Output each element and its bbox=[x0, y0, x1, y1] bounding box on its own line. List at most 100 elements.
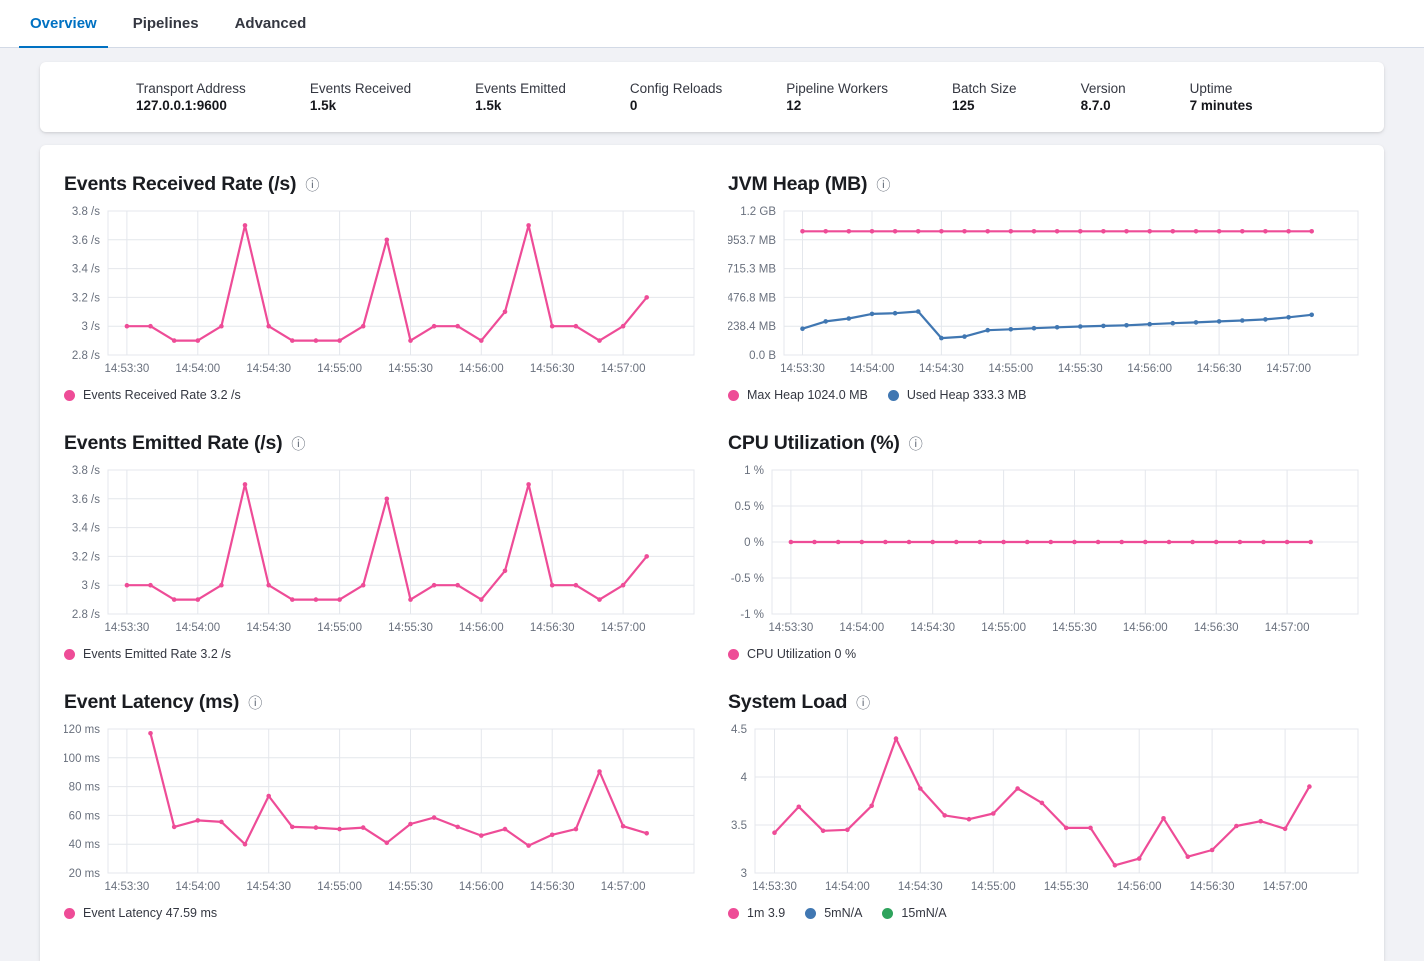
y-axis-tick-label: 2.8 /s bbox=[72, 350, 100, 362]
plot-svg: 0.0 B 238.4 MB 476.8 MB 715.3 MB 953.7 MB 1.2… bbox=[728, 206, 1359, 375]
axis-labels: -1 % -0.5 % 0 % 0.5 % 1 % 14:53:30 14:54:00 14:… bbox=[731, 465, 1310, 634]
legend-label: Event Latency 47.59 ms bbox=[83, 906, 218, 920]
chart-title: System Load bbox=[728, 690, 848, 713]
tab-advanced[interactable]: Advanced bbox=[234, 15, 307, 32]
legend-label: CPU Utilization 0 % bbox=[747, 647, 857, 661]
tab-bar: Overview Pipelines Advanced bbox=[0, 0, 1424, 48]
y-axis-tick-label: 3.5 bbox=[731, 820, 747, 832]
plot-svg: 2.8 /s 3 /s 3.2 /s 3.4 /s 3.6 /s 3.8 /s 14:53:… bbox=[72, 465, 695, 634]
chart-legend: Max Heap 1024.0 MB Used Heap 333.3 MB bbox=[728, 386, 1360, 404]
legend-dot bbox=[64, 648, 75, 660]
x-axis-tick-label: 14:57:00 bbox=[601, 881, 646, 893]
legend-dot bbox=[728, 648, 739, 660]
chart-title: JVM Heap (MB) bbox=[728, 172, 868, 195]
legend-item: Event Latency 47.59 ms bbox=[64, 906, 217, 920]
y-axis-tick-label: 715.3 MB bbox=[728, 264, 776, 276]
chart-title: Event Latency (ms) bbox=[64, 690, 240, 713]
x-axis-tick-label: 14:53:30 bbox=[105, 622, 150, 634]
x-axis-tick-label: 14:57:00 bbox=[601, 363, 646, 375]
y-axis-tick-label: 3.8 /s bbox=[72, 206, 100, 218]
x-axis-tick-label: 14:55:30 bbox=[388, 622, 433, 634]
y-axis-tick-label: 1 % bbox=[744, 465, 764, 477]
grid bbox=[107, 728, 695, 874]
info-icon[interactable]: ⓘ bbox=[856, 695, 871, 711]
stat-events-received: Events Received 1.5k bbox=[310, 80, 411, 115]
stat-value: 12 bbox=[786, 97, 802, 113]
y-axis-tick-label: -1 % bbox=[740, 609, 764, 621]
legend-label: 1m 3.9 bbox=[747, 906, 786, 920]
tab-overview[interactable]: Overview bbox=[19, 0, 108, 48]
legend-item: Max Heap 1024.0 MB bbox=[728, 388, 868, 402]
x-axis-tick-label: 14:53:30 bbox=[105, 363, 150, 375]
stat-config-reloads: Config Reloads 0 bbox=[630, 80, 722, 115]
stat-value: 0 bbox=[629, 97, 638, 113]
y-axis-tick-label: 476.8 MB bbox=[728, 292, 776, 304]
grid bbox=[783, 210, 1359, 356]
info-icon[interactable]: ⓘ bbox=[908, 436, 923, 452]
y-axis-tick-label: 953.7 MB bbox=[728, 235, 776, 247]
x-axis-tick-label: 14:54:30 bbox=[910, 622, 955, 634]
stat-version: Version 8.7.0 bbox=[1081, 80, 1126, 115]
legend-item: Events Received Rate 3.2 /s bbox=[64, 388, 241, 402]
x-axis-tick-label: 14:55:00 bbox=[317, 622, 362, 634]
plot-svg: 20 ms 40 ms 60 ms 80 ms 100 ms 120 ms 14:53:30… bbox=[64, 724, 695, 893]
y-axis-tick-label: 3.4 /s bbox=[72, 523, 100, 535]
plot-svg: 2.8 /s 3 /s 3.2 /s 3.4 /s 3.6 /s 3.8 /s 14:53:… bbox=[72, 206, 695, 375]
x-axis-tick-label: 14:57:00 bbox=[1263, 881, 1308, 893]
chart-legend: Events Received Rate 3.2 /s bbox=[64, 386, 696, 404]
tab-pipelines[interactable]: Pipelines bbox=[132, 15, 199, 32]
info-icon[interactable]: ⓘ bbox=[291, 436, 306, 452]
info-icon[interactable]: ⓘ bbox=[876, 177, 891, 193]
series-event-latency bbox=[148, 731, 649, 848]
stat-value: 1.5k bbox=[475, 97, 502, 113]
charts-panel: Events Received Rate (/s) ⓘ 2.8 /s 3 /s 3.… bbox=[40, 145, 1384, 961]
axis-labels: 3 3.5 4 4.5 14:53:30 14:54:00 14:54:30 14:55:00… bbox=[731, 724, 1307, 893]
series-events-emitted-rate bbox=[124, 482, 649, 602]
y-axis-tick-label: 3.4 /s bbox=[72, 264, 100, 276]
x-axis-tick-label: 14:56:30 bbox=[1190, 881, 1235, 893]
chart-plot: -1 % -0.5 % 0 % 0.5 % 1 % 14:53:30 14:54:00 14:… bbox=[728, 462, 1360, 640]
legend-dot bbox=[805, 907, 817, 919]
stat-value: 1.5k bbox=[309, 97, 337, 113]
y-axis-tick-label: 3.6 /s bbox=[72, 494, 100, 506]
chart-legend: CPU Utilization 0 % bbox=[728, 645, 1360, 663]
x-axis-tick-label: 14:54:00 bbox=[839, 622, 884, 634]
info-icon[interactable]: ⓘ bbox=[305, 177, 320, 193]
x-axis-tick-label: 14:56:00 bbox=[1117, 881, 1162, 893]
x-axis-tick-label: 14:53:30 bbox=[752, 881, 797, 893]
x-axis-tick-label: 14:56:30 bbox=[530, 881, 575, 893]
x-axis-tick-label: 14:55:30 bbox=[388, 363, 433, 375]
x-axis-tick-label: 14:55:00 bbox=[988, 363, 1033, 375]
stat-batch-size: Batch Size 125 bbox=[952, 80, 1017, 115]
info-icon[interactable]: ⓘ bbox=[248, 695, 263, 711]
x-axis-tick-label: 14:56:30 bbox=[1194, 622, 1239, 634]
chart-plot: 2.8 /s 3 /s 3.2 /s 3.4 /s 3.6 /s 3.8 /s 14:53:… bbox=[64, 203, 696, 381]
content-area: Transport Address 127.0.0.1:9600 Events … bbox=[0, 48, 1424, 961]
x-axis-tick-label: 14:54:00 bbox=[850, 363, 895, 375]
legend-label: 5mN/A bbox=[824, 906, 863, 920]
x-axis-tick-label: 14:55:30 bbox=[1052, 622, 1097, 634]
stat-label: Version bbox=[1080, 80, 1126, 96]
legend-dot bbox=[887, 389, 899, 401]
stat-transport-address: Transport Address 127.0.0.1:9600 bbox=[136, 80, 246, 115]
chart-plot: 2.8 /s 3 /s 3.2 /s 3.4 /s 3.6 /s 3.8 /s 14:53:… bbox=[64, 462, 696, 640]
stat-value: 7 minutes bbox=[1189, 97, 1253, 113]
legend-item: Used Heap 333.3 MB bbox=[887, 388, 1026, 402]
x-axis-tick-label: 14:54:00 bbox=[175, 363, 220, 375]
x-axis-tick-label: 14:56:00 bbox=[459, 881, 504, 893]
x-axis-tick-label: 14:55:30 bbox=[1058, 363, 1103, 375]
stat-events-emitted: Events Emitted 1.5k bbox=[475, 80, 566, 115]
y-axis-tick-label: 120 ms bbox=[64, 724, 100, 736]
legend-item: CPU Utilization 0 % bbox=[728, 647, 856, 661]
legend-label: Events Emitted Rate 3.2 /s bbox=[83, 647, 231, 661]
stat-value: 127.0.0.1:9600 bbox=[136, 97, 227, 113]
x-axis-tick-label: 14:56:00 bbox=[1127, 363, 1172, 375]
x-axis-tick-label: 14:56:00 bbox=[1123, 622, 1168, 634]
y-axis-tick-label: 40 ms bbox=[69, 839, 101, 851]
axis-labels: 2.8 /s 3 /s 3.2 /s 3.4 /s 3.6 /s 3.8 /s 14:53:… bbox=[72, 206, 646, 375]
x-axis-tick-label: 14:54:30 bbox=[246, 622, 291, 634]
stat-label: Events Received bbox=[309, 80, 412, 96]
axis-labels: 2.8 /s 3 /s 3.2 /s 3.4 /s 3.6 /s 3.8 /s 14:53:… bbox=[72, 465, 646, 634]
legend-dot bbox=[64, 389, 75, 401]
